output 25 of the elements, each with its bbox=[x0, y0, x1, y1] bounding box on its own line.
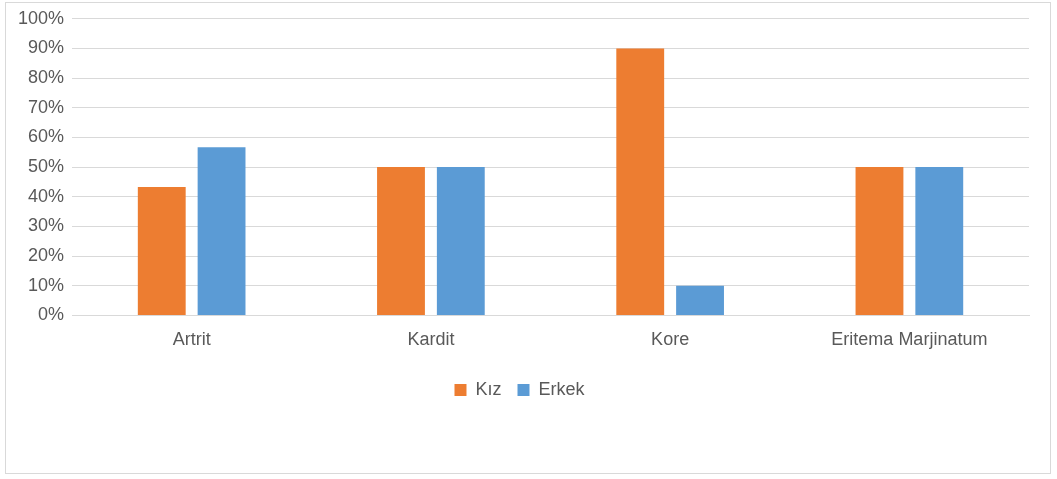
y-tick-label: 90% bbox=[28, 37, 65, 58]
bar bbox=[855, 167, 904, 315]
y-tick-label: 80% bbox=[28, 67, 65, 88]
x-tick-label: Kardit bbox=[407, 329, 455, 350]
x-tick-label: Eritema Marjinatum bbox=[831, 329, 988, 350]
y-tick-label: 60% bbox=[28, 126, 65, 147]
y-tick-label: 50% bbox=[28, 156, 65, 177]
bar bbox=[616, 48, 665, 315]
bar bbox=[137, 186, 186, 315]
bar bbox=[436, 167, 485, 315]
bar bbox=[377, 167, 425, 315]
bar bbox=[676, 285, 724, 315]
y-tick-label: 0% bbox=[38, 304, 65, 325]
x-tick-label: Artrit bbox=[172, 329, 211, 350]
bar bbox=[197, 147, 246, 315]
legend-label: Kız bbox=[475, 378, 502, 399]
legend-label: Erkek bbox=[538, 378, 586, 399]
y-tick-label: 20% bbox=[28, 245, 65, 266]
y-tick-label: 10% bbox=[28, 274, 65, 295]
bar bbox=[915, 167, 964, 315]
y-tick-label: 40% bbox=[28, 185, 65, 206]
y-tick-label: 70% bbox=[28, 96, 65, 117]
y-tick-label: 30% bbox=[28, 215, 65, 236]
x-tick-label: Kore bbox=[651, 329, 690, 350]
y-tick-label: 100% bbox=[17, 7, 65, 28]
